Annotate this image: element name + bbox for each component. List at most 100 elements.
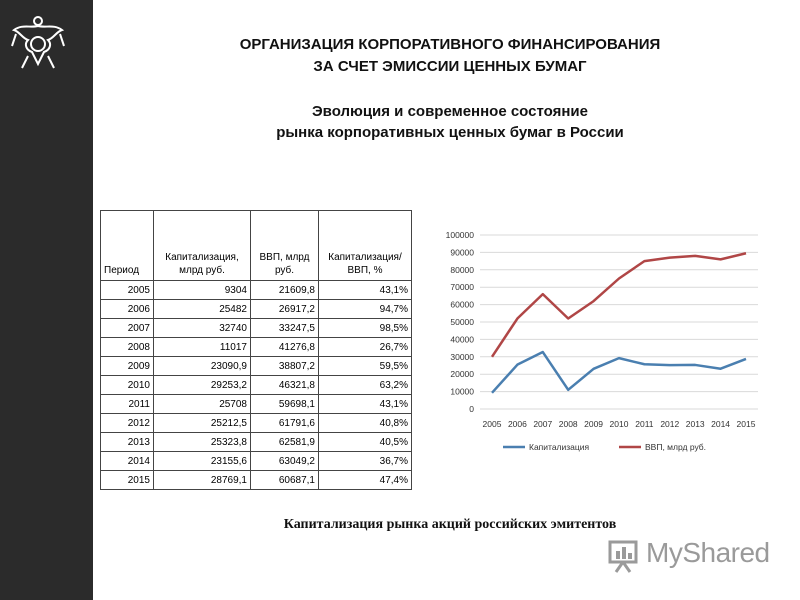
table-row: 2010 29253,2 46321,8 63,2% — [100, 375, 412, 395]
x-tick-label: 2012 — [660, 419, 679, 429]
cell-gdp: 41276,8 — [250, 337, 319, 357]
series-line — [490, 252, 747, 358]
cell-capitalization: 29253,2 — [153, 375, 251, 395]
cell-ratio: 36,7% — [318, 451, 412, 471]
column-header-gdp: ВВП, млрд руб. — [250, 210, 319, 281]
cell-gdp: 26917,2 — [250, 299, 319, 319]
table-row: 2005 9304 21609,8 43,1% — [100, 280, 412, 300]
table-row: 2014 23155,6 63049,2 36,7% — [100, 451, 412, 471]
cell-period: 2013 — [100, 432, 154, 452]
market-cap-table: Период Капитализация, млрд руб. ВВП, млр… — [100, 210, 412, 490]
cell-capitalization: 23155,6 — [153, 451, 251, 471]
x-tick-label: 2014 — [711, 419, 730, 429]
cell-capitalization: 9304 — [153, 280, 251, 300]
caption: Капитализация рынка акций российских эми… — [283, 517, 617, 532]
cell-gdp: 63049,2 — [250, 451, 319, 471]
x-tick-label: 2009 — [584, 419, 603, 429]
cell-period: 2012 — [100, 413, 154, 433]
y-tick-label: 80000 — [450, 265, 474, 275]
cell-gdp: 62581,9 — [250, 432, 319, 452]
series-line — [491, 350, 747, 394]
cell-ratio: 40,5% — [318, 432, 412, 452]
cell-capitalization: 25212,5 — [153, 413, 251, 433]
presentation-board-icon — [608, 540, 638, 573]
x-tick-label: 2006 — [508, 419, 527, 429]
cell-ratio: 59,5% — [318, 356, 412, 376]
y-tick-label: 50000 — [450, 317, 474, 327]
y-tick-label: 100000 — [446, 230, 475, 240]
y-tick-label: 0 — [469, 404, 474, 414]
cell-ratio: 47,4% — [318, 470, 412, 490]
y-tick-label: 90000 — [450, 247, 474, 257]
page-title-line-1: ОРГАНИЗАЦИЯ КОРПОРАТИВНОГО ФИНАНСИРОВАНИ… — [239, 36, 661, 53]
watermark: MyShared — [606, 536, 786, 576]
x-tick-label: 2013 — [686, 419, 705, 429]
cell-gdp: 59698,1 — [250, 394, 319, 414]
cell-gdp: 33247,5 — [250, 318, 319, 338]
y-tick-label: 40000 — [450, 334, 474, 344]
column-header-capitalization: Капитализация, млрд руб. — [153, 210, 251, 281]
table-row: 2015 28769,1 60687,1 47,4% — [100, 470, 412, 490]
x-tick-label: 2005 — [483, 419, 502, 429]
table-row: 2006 25482 26917,2 94,7% — [100, 299, 412, 319]
table-row: 2012 25212,5 61791,6 40,8% — [100, 413, 412, 433]
cell-period: 2005 — [100, 280, 154, 300]
cell-period: 2014 — [100, 451, 154, 471]
cell-gdp: 21609,8 — [250, 280, 319, 300]
cell-gdp: 61791,6 — [250, 413, 319, 433]
table-row: 2009 23090,9 38807,2 59,5% — [100, 356, 412, 376]
table-header-row: Период Капитализация, млрд руб. ВВП, млр… — [100, 210, 412, 281]
watermark-text: MyShared — [646, 537, 770, 568]
cell-ratio: 43,1% — [318, 280, 412, 300]
cell-capitalization: 28769,1 — [153, 470, 251, 490]
table-body: 2005 9304 21609,8 43,1% 2006 25482 26917,2 94,7… — [100, 280, 412, 490]
cell-ratio: 26,7% — [318, 337, 412, 357]
x-tick-label: 2015 — [737, 419, 756, 429]
page-subtitle-line-1: Эволюция и современное состояние — [312, 103, 588, 120]
double-headed-eagle-emblem-icon — [11, 16, 65, 69]
cell-period: 2010 — [100, 375, 154, 395]
y-tick-label: 20000 — [450, 369, 474, 379]
chart-svg: 0 10000 20000 30000 40000 50000 60000 70000 8000… — [446, 230, 758, 452]
cell-capitalization: 11017 — [153, 337, 251, 357]
cell-capitalization: 25708 — [153, 394, 251, 414]
cell-ratio: 43,1% — [318, 394, 412, 414]
x-tick-label: 2007 — [533, 419, 552, 429]
cell-gdp: 38807,2 — [250, 356, 319, 376]
legend-label: Капитализация — [529, 442, 590, 452]
y-tick-label: 70000 — [450, 282, 474, 292]
page-title-line-2: ЗА СЧЕТ ЭМИССИИ ЦЕННЫХ БУМАГ — [313, 58, 587, 75]
column-header-cap-gdp-ratio: Капитализация/ ВВП, % — [318, 210, 412, 281]
cell-period: 2015 — [100, 470, 154, 490]
y-tick-label: 30000 — [450, 352, 474, 362]
cell-gdp: 46321,8 — [250, 375, 319, 395]
y-tick-label: 60000 — [450, 300, 474, 310]
cell-capitalization: 23090,9 — [153, 356, 251, 376]
line-chart: 0 10000 20000 30000 40000 50000 60000 70000 8000… — [418, 220, 780, 460]
sidebar — [0, 0, 93, 600]
cell-ratio: 63,2% — [318, 375, 412, 395]
x-tick-label: 2011 — [635, 419, 654, 429]
x-tick-label: 2010 — [610, 419, 629, 429]
y-tick-label: 10000 — [450, 387, 474, 397]
legend-label: ВВП, млрд руб. — [645, 442, 706, 452]
cell-capitalization: 32740 — [153, 318, 251, 338]
table-row: 2013 25323,8 62581,9 40,5% — [100, 432, 412, 452]
cell-period: 2008 — [100, 337, 154, 357]
cell-period: 2006 — [100, 299, 154, 319]
cell-ratio: 98,5% — [318, 318, 412, 338]
cell-ratio: 94,7% — [318, 299, 412, 319]
table-row: 2011 25708 59698,1 43,1% — [100, 394, 412, 414]
cell-capitalization: 25482 — [153, 299, 251, 319]
cell-capitalization: 25323,8 — [153, 432, 251, 452]
table-row: 2007 32740 33247,5 98,5% — [100, 318, 412, 338]
column-header-period: Период — [100, 210, 154, 281]
cell-gdp: 60687,1 — [250, 470, 319, 490]
x-tick-label: 2008 — [559, 419, 578, 429]
table-row: 2008 11017 41276,8 26,7% — [100, 337, 412, 357]
cell-period: 2007 — [100, 318, 154, 338]
cell-ratio: 40,8% — [318, 413, 412, 433]
page-subtitle-line-2: рынка корпоративных ценных бумаг в Росси… — [276, 124, 624, 141]
cell-period: 2009 — [100, 356, 154, 376]
cell-period: 2011 — [100, 394, 154, 414]
